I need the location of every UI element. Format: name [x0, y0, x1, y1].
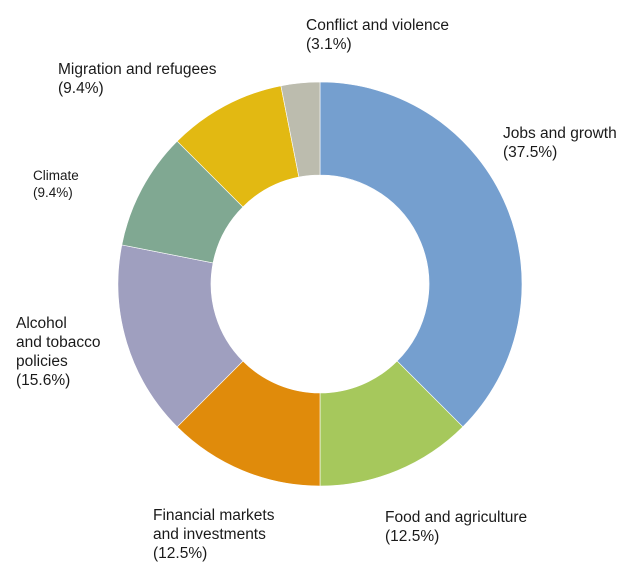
slice-value-label: (37.5%) [503, 144, 557, 161]
slice-value-label: (12.5%) [153, 545, 207, 562]
slice-name-line: and tobacco [16, 334, 100, 351]
slice-value-label: (9.4%) [33, 185, 73, 200]
slice-label-alcohol-and-tobacco-policies: Alcohol and tobacco policies (15.6%) [16, 315, 100, 389]
slice-value-label: (9.4%) [58, 80, 104, 97]
slice-name-line: Financial markets [153, 507, 275, 524]
slice-name-line: Conflict and violence [306, 17, 449, 34]
slice-value-label: (12.5%) [385, 528, 439, 545]
slice-name-line: Food and agriculture [385, 509, 527, 526]
slice-name-line: Alcohol [16, 315, 67, 332]
slice-label-conflict-and-violence: Conflict and violence (3.1%) [306, 17, 449, 53]
slice-conflict-and-violence [280, 81, 321, 178]
slice-label-migration-and-refugees: Migration and refugees (9.4%) [58, 61, 217, 97]
label-group: Jobs and growth (37.5%) Food and agricultu… [16, 17, 617, 562]
slice-name-line: policies [16, 353, 68, 370]
slice-label-jobs-and-growth: Jobs and growth (37.5%) [503, 125, 617, 161]
slice-value-label: (3.1%) [306, 36, 352, 53]
slice-name-line: Climate [33, 168, 79, 183]
slice-label-food-and-agriculture: Food and agriculture (12.5%) [385, 509, 527, 545]
slice-label-financial-markets-and-investments: Financial markets and investments (12.5%) [153, 507, 275, 562]
slice-name-line: Migration and refugees [58, 61, 217, 78]
slice-group [117, 81, 523, 487]
slice-name-line: Jobs and growth [503, 125, 617, 142]
slice-label-climate: Climate (9.4%) [33, 168, 79, 200]
slice-jobs-and-growth [319, 81, 523, 428]
slice-name-line: and investments [153, 526, 266, 543]
slice-value-label: (15.6%) [16, 372, 70, 389]
